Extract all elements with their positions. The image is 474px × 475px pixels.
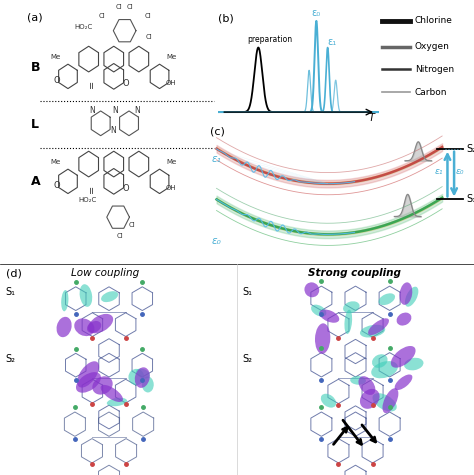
Ellipse shape bbox=[358, 376, 375, 395]
Text: ε₁: ε₁ bbox=[328, 37, 337, 47]
Text: S₂: S₂ bbox=[243, 354, 253, 364]
Ellipse shape bbox=[343, 301, 360, 313]
Ellipse shape bbox=[87, 321, 101, 333]
Ellipse shape bbox=[321, 394, 336, 408]
Text: OH: OH bbox=[165, 185, 176, 191]
Text: B: B bbox=[31, 61, 40, 74]
Ellipse shape bbox=[311, 304, 327, 316]
Text: preparation: preparation bbox=[247, 35, 292, 44]
Text: OH: OH bbox=[165, 80, 176, 86]
Text: S₁: S₁ bbox=[466, 194, 474, 204]
Ellipse shape bbox=[101, 291, 118, 302]
Text: Oxygen: Oxygen bbox=[415, 42, 450, 51]
Ellipse shape bbox=[135, 367, 150, 388]
Ellipse shape bbox=[360, 389, 380, 409]
Text: S₂: S₂ bbox=[6, 354, 16, 364]
Ellipse shape bbox=[319, 310, 339, 323]
Text: N: N bbox=[110, 126, 116, 135]
Ellipse shape bbox=[350, 376, 366, 385]
Text: Chlorine: Chlorine bbox=[415, 17, 453, 25]
Text: ε₀: ε₀ bbox=[456, 167, 464, 176]
Text: Me: Me bbox=[51, 54, 61, 60]
Ellipse shape bbox=[304, 282, 319, 297]
Ellipse shape bbox=[92, 376, 113, 395]
Text: Strong coupling: Strong coupling bbox=[308, 268, 401, 278]
Text: Cl: Cl bbox=[116, 4, 123, 10]
Text: Cl: Cl bbox=[129, 222, 136, 228]
Text: O: O bbox=[54, 76, 60, 85]
Text: (c): (c) bbox=[210, 127, 225, 137]
Text: S₁: S₁ bbox=[243, 287, 253, 297]
Ellipse shape bbox=[100, 385, 123, 402]
Text: ε₀: ε₀ bbox=[211, 236, 221, 246]
Text: Cl: Cl bbox=[117, 233, 124, 239]
Ellipse shape bbox=[405, 287, 419, 307]
Text: =: = bbox=[87, 80, 97, 88]
Text: Cl: Cl bbox=[127, 4, 134, 10]
Text: ε₁: ε₁ bbox=[211, 153, 221, 163]
Text: (b): (b) bbox=[218, 13, 234, 23]
Ellipse shape bbox=[56, 317, 72, 337]
Text: =: = bbox=[87, 185, 97, 193]
Ellipse shape bbox=[88, 314, 113, 333]
Ellipse shape bbox=[383, 388, 398, 413]
Ellipse shape bbox=[315, 323, 330, 354]
Text: ε₁: ε₁ bbox=[435, 167, 444, 176]
Ellipse shape bbox=[400, 282, 412, 305]
Ellipse shape bbox=[391, 346, 416, 368]
Text: Cl: Cl bbox=[144, 13, 151, 19]
Text: Me: Me bbox=[166, 159, 177, 165]
Text: Me: Me bbox=[51, 159, 61, 165]
Ellipse shape bbox=[373, 393, 397, 411]
Ellipse shape bbox=[107, 398, 127, 406]
Text: Cl: Cl bbox=[145, 34, 152, 40]
Ellipse shape bbox=[378, 293, 395, 305]
Ellipse shape bbox=[136, 369, 150, 379]
Text: O: O bbox=[122, 79, 129, 88]
Text: L: L bbox=[31, 118, 39, 131]
Text: O: O bbox=[54, 180, 60, 190]
Text: O: O bbox=[122, 184, 129, 193]
Ellipse shape bbox=[397, 313, 411, 325]
Ellipse shape bbox=[372, 354, 388, 368]
Ellipse shape bbox=[128, 369, 144, 385]
Ellipse shape bbox=[74, 318, 94, 336]
Text: N: N bbox=[134, 106, 139, 115]
Text: (a): (a) bbox=[27, 12, 42, 22]
Ellipse shape bbox=[404, 358, 423, 370]
Text: A: A bbox=[31, 175, 41, 188]
Text: (d): (d) bbox=[6, 268, 21, 278]
Ellipse shape bbox=[80, 284, 92, 307]
Ellipse shape bbox=[368, 318, 389, 335]
Text: HO₂C: HO₂C bbox=[79, 197, 97, 203]
Text: S₁: S₁ bbox=[6, 287, 16, 297]
Ellipse shape bbox=[61, 290, 68, 311]
Ellipse shape bbox=[395, 374, 412, 390]
Text: Low coupling: Low coupling bbox=[71, 268, 139, 278]
Text: T: T bbox=[368, 113, 374, 123]
Text: S₂: S₂ bbox=[466, 144, 474, 154]
Text: Nitrogen: Nitrogen bbox=[415, 65, 454, 74]
Text: Me: Me bbox=[166, 54, 177, 60]
Text: Carbon: Carbon bbox=[415, 88, 447, 96]
Ellipse shape bbox=[76, 372, 101, 393]
Ellipse shape bbox=[142, 376, 154, 392]
Ellipse shape bbox=[345, 310, 352, 334]
Ellipse shape bbox=[371, 361, 398, 378]
Text: HO₂C: HO₂C bbox=[74, 24, 92, 30]
Ellipse shape bbox=[360, 325, 385, 338]
Text: N: N bbox=[112, 106, 118, 115]
Text: ε₀: ε₀ bbox=[312, 9, 321, 19]
Text: Cl: Cl bbox=[99, 13, 105, 19]
Text: N: N bbox=[89, 106, 95, 115]
Ellipse shape bbox=[77, 361, 99, 388]
